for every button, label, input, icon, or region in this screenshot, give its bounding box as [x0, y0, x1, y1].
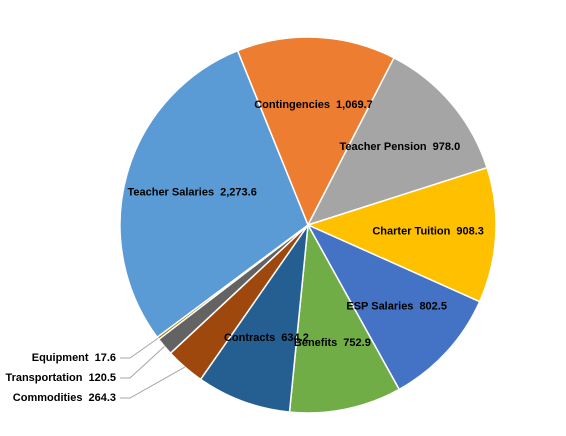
value-label: 908.3	[456, 226, 484, 238]
value-label: 1,069.7	[336, 99, 373, 111]
data-label: ESP Salaries 802.5	[346, 300, 447, 312]
value-label: 752.9	[343, 337, 371, 349]
pie-slice	[288, 222, 401, 414]
pie-slice	[199, 222, 310, 413]
pie-slice	[119, 49, 309, 339]
data-label: Commodities 264.3	[13, 392, 116, 404]
pie-slice	[306, 56, 488, 227]
data-label: Charter Tuition 908.3	[372, 226, 484, 238]
category-label: Contracts	[224, 332, 275, 344]
value-label: 2,273.6	[220, 186, 257, 198]
data-label: Teacher Salaries 2,273.6	[127, 186, 256, 198]
leader-line	[120, 346, 165, 379]
pie-slice	[236, 36, 396, 227]
category-label: Equipment	[32, 352, 89, 364]
data-label: Transportation 120.5	[5, 372, 116, 384]
category-label: Commodities	[13, 392, 83, 404]
data-label: Contingencies 1,069.7	[254, 99, 373, 111]
value-label: 978.0	[433, 141, 461, 153]
value-label: 634.2	[281, 332, 309, 344]
pie-slice	[305, 166, 497, 303]
data-label: Contracts 634.2	[224, 332, 309, 344]
category-label: Benefits	[294, 337, 337, 349]
category-label: Contingencies	[254, 99, 330, 111]
leader-line	[120, 366, 186, 399]
category-label: Teacher Salaries	[127, 186, 214, 198]
data-label: Equipment 17.6	[32, 352, 116, 364]
data-label: Teacher Pension 978.0	[339, 141, 460, 153]
value-label: 802.5	[419, 300, 447, 312]
leader-line	[120, 337, 159, 359]
category-label: Teacher Pension	[339, 141, 426, 153]
value-label: 264.3	[88, 392, 116, 404]
data-label: Benefits 752.9	[294, 337, 371, 349]
category-label: Transportation	[5, 372, 82, 384]
value-label: 17.6	[95, 352, 116, 364]
pie-slice	[306, 223, 481, 391]
category-label: ESP Salaries	[346, 300, 413, 312]
value-label: 120.5	[88, 372, 116, 384]
category-label: Charter Tuition	[372, 226, 450, 238]
